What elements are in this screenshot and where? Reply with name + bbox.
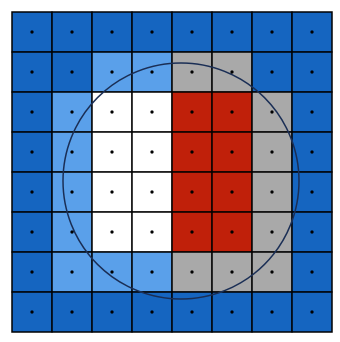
cell-dot [270,70,274,74]
cell-dot [230,310,234,314]
cell-dot [70,230,74,234]
cell [211,91,253,133]
cell-dot [150,70,154,74]
cell-dot [30,30,34,34]
cell-dot [230,230,234,234]
cell-dot [310,310,314,314]
cell-dot [150,270,154,274]
cell-dots [30,30,314,314]
cell-dot [150,150,154,154]
cell-grid [11,11,333,333]
cell-dot [230,30,234,34]
cell-dot [270,150,274,154]
cell-dot [150,110,154,114]
cell-dot [230,110,234,114]
cell-dot [230,270,234,274]
cell-dot [110,310,114,314]
cell-dot [150,30,154,34]
cell-dot [190,190,194,194]
cell-dot [150,230,154,234]
cell-dot [310,270,314,274]
cell [291,11,333,53]
cell-dot [30,150,34,154]
cell-dot [70,270,74,274]
cell-dot [310,30,314,34]
cell-dot [190,30,194,34]
cell-dot [30,310,34,314]
cell-dot [70,190,74,194]
cell-dot [270,230,274,234]
cell-dot [270,30,274,34]
cell-dot [70,110,74,114]
cell-dot [110,190,114,194]
cell-dot [310,110,314,114]
cell-dot [30,70,34,74]
cell-dot [30,230,34,234]
cell-dot [150,310,154,314]
cell-dot [70,70,74,74]
cell-dot [270,270,274,274]
cell-dot [190,150,194,154]
cell-dot [310,230,314,234]
cell-dot [310,190,314,194]
cell-dot [30,190,34,194]
cell-dot [190,270,194,274]
cell-dot [190,70,194,74]
cell-dot [110,270,114,274]
cell-dot [230,150,234,154]
circle-outline [62,62,300,300]
cell-dot [110,150,114,154]
cell-dot [270,110,274,114]
cell-dot [230,190,234,194]
cell-dot [70,30,74,34]
cell-dot [310,150,314,154]
cell-dot [190,110,194,114]
cell-dot [30,110,34,114]
cell-dot [110,110,114,114]
cell-dot [110,70,114,74]
cell-dot [30,270,34,274]
cell-dot [150,190,154,194]
cell-dot [310,70,314,74]
cell-dot [230,70,234,74]
cell-dot [190,310,194,314]
cell-dot [190,230,194,234]
cell-dot [110,230,114,234]
cell-dot [270,310,274,314]
cell-dot [70,150,74,154]
cell-dot [270,190,274,194]
cell-dot [70,310,74,314]
cell-dot [110,30,114,34]
cell [211,51,253,93]
